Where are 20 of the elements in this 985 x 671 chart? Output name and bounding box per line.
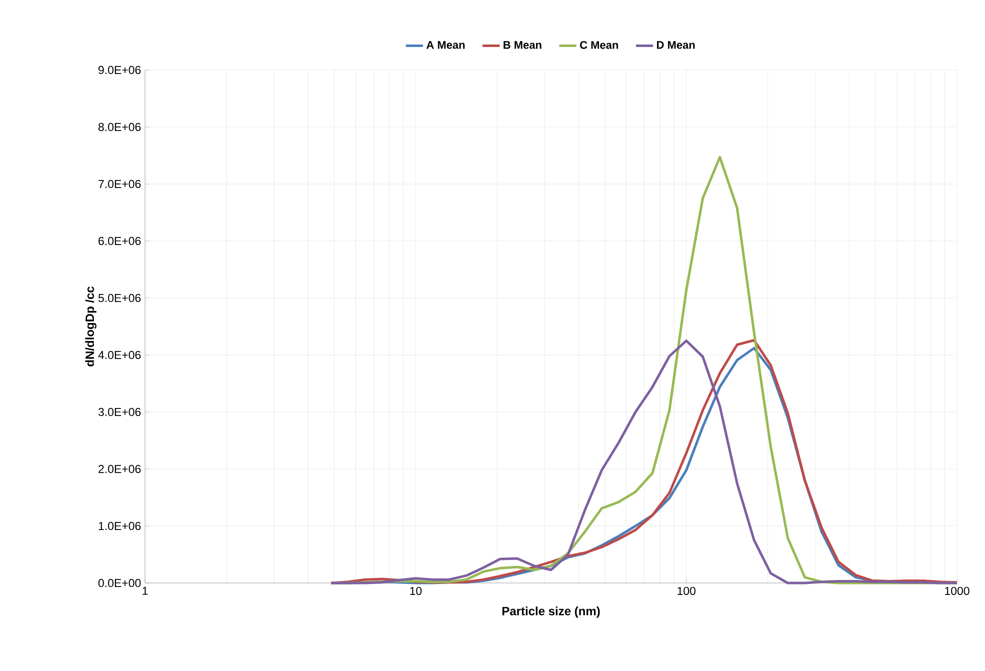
x-tick-label: 10: [410, 586, 422, 595]
y-tick-label: 0.0E+00: [98, 578, 141, 588]
y-tick-label: 9.0E+06: [98, 66, 141, 74]
y-tick-label: 8.0E+06: [98, 122, 141, 132]
legend-label: D Mean: [657, 41, 695, 49]
y-tick-label: 2.0E+06: [98, 464, 141, 474]
x-axis-title: Particle size (nm): [502, 606, 600, 618]
x-tick-label: 1000: [945, 586, 970, 595]
y-axis-title: dN/dlogDp /cc: [85, 286, 96, 366]
y-tick-label: 1.0E+06: [98, 522, 141, 530]
y-tick-label: 6.0E+06: [98, 236, 141, 246]
legend-label: C Mean: [580, 41, 618, 49]
y-tick-label: 3.0E+06: [98, 408, 141, 416]
x-tick-label: 1: [142, 586, 148, 595]
y-tick-label: 5.0E+06: [98, 294, 141, 302]
legend-label: B Mean: [504, 41, 542, 49]
legend-label: A Mean: [426, 41, 465, 49]
y-tick-label: 4.0E+06: [98, 350, 141, 360]
x-tick-label: 100: [678, 586, 696, 595]
y-tick-label: 7.0E+06: [98, 180, 141, 188]
